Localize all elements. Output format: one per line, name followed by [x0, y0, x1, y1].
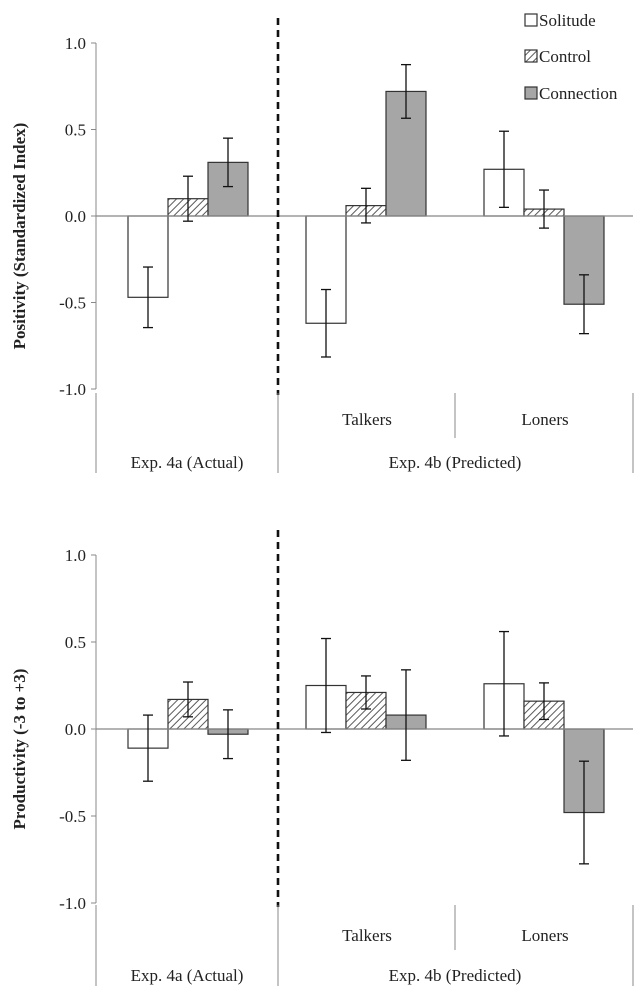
- error-bar-talkers-control: [361, 187, 371, 224]
- positivity-chart: 1.0 0.5 0.0 -0.5 -1.0 Positivity (Standardize…: [10, 18, 634, 473]
- category-label-loners: Loners: [521, 926, 568, 945]
- y-tick-label: -0.5: [59, 807, 86, 826]
- error-bar-exp4a-control: [183, 681, 193, 718]
- productivity-chart: 1.0 0.5 0.0 -0.5 -1.0 Productivity (-3 to +3)…: [10, 530, 634, 986]
- category-label-talkers: Talkers: [342, 410, 392, 429]
- y-tick-label: 0.0: [65, 207, 86, 226]
- y-tick-label: -1.0: [59, 894, 86, 913]
- error-bar-talkers-solitude: [321, 288, 331, 358]
- y-tick-label: 0.5: [65, 121, 86, 140]
- legend-item-connection: Connection: [524, 84, 618, 103]
- error-bar-exp4a-solitude: [143, 714, 153, 782]
- category-label-exp4b: Exp. 4b (Predicted): [389, 966, 522, 985]
- error-bar-talkers-connection: [401, 669, 411, 761]
- category-label-loners: Loners: [521, 410, 568, 429]
- category-label-exp4a: Exp. 4a (Actual): [131, 966, 244, 985]
- y-tick-label: 1.0: [65, 34, 86, 53]
- legend-swatch-solitude: [524, 13, 538, 27]
- legend-item-solitude: Solitude: [524, 11, 596, 30]
- error-bar-loners-connection: [579, 760, 589, 865]
- legend-swatch-connection: [524, 86, 538, 100]
- category-label-exp4b: Exp. 4b (Predicted): [389, 453, 522, 472]
- legend-label-solitude: Solitude: [539, 11, 596, 30]
- category-label-talkers: Talkers: [342, 926, 392, 945]
- legend-swatch-control: [524, 49, 538, 63]
- error-bar-loners-solitude: [499, 130, 509, 209]
- error-bar-exp4a-connection: [223, 137, 233, 188]
- category-label-exp4a: Exp. 4a (Actual): [131, 453, 244, 472]
- y-tick-label: 1.0: [65, 546, 86, 565]
- y-tick-label: -0.5: [59, 294, 86, 313]
- legend-label-control: Control: [539, 47, 591, 66]
- y-tick-label: 0.5: [65, 633, 86, 652]
- error-bar-loners-control: [539, 189, 549, 229]
- legend-item-control: Control: [524, 47, 591, 66]
- error-bar-loners-solitude: [499, 630, 509, 737]
- error-bar-loners-connection: [579, 274, 589, 335]
- error-bar-exp4a-control: [183, 175, 193, 222]
- error-bar-exp4a-solitude: [143, 266, 153, 329]
- error-bar-talkers-solitude: [321, 637, 331, 734]
- error-bar-talkers-connection: [401, 63, 411, 119]
- y-axis-title: Productivity (-3 to +3): [10, 669, 29, 830]
- y-tick-label: 0.0: [65, 720, 86, 739]
- legend: Solitude Control Connection: [524, 11, 618, 103]
- error-bar-exp4a-connection: [223, 709, 233, 760]
- y-axis-title: Positivity (Standardized Index): [10, 123, 29, 350]
- legend-label-connection: Connection: [539, 84, 618, 103]
- y-tick-label: -1.0: [59, 380, 86, 399]
- error-bar-loners-control: [539, 682, 549, 721]
- error-bar-talkers-control: [361, 675, 371, 710]
